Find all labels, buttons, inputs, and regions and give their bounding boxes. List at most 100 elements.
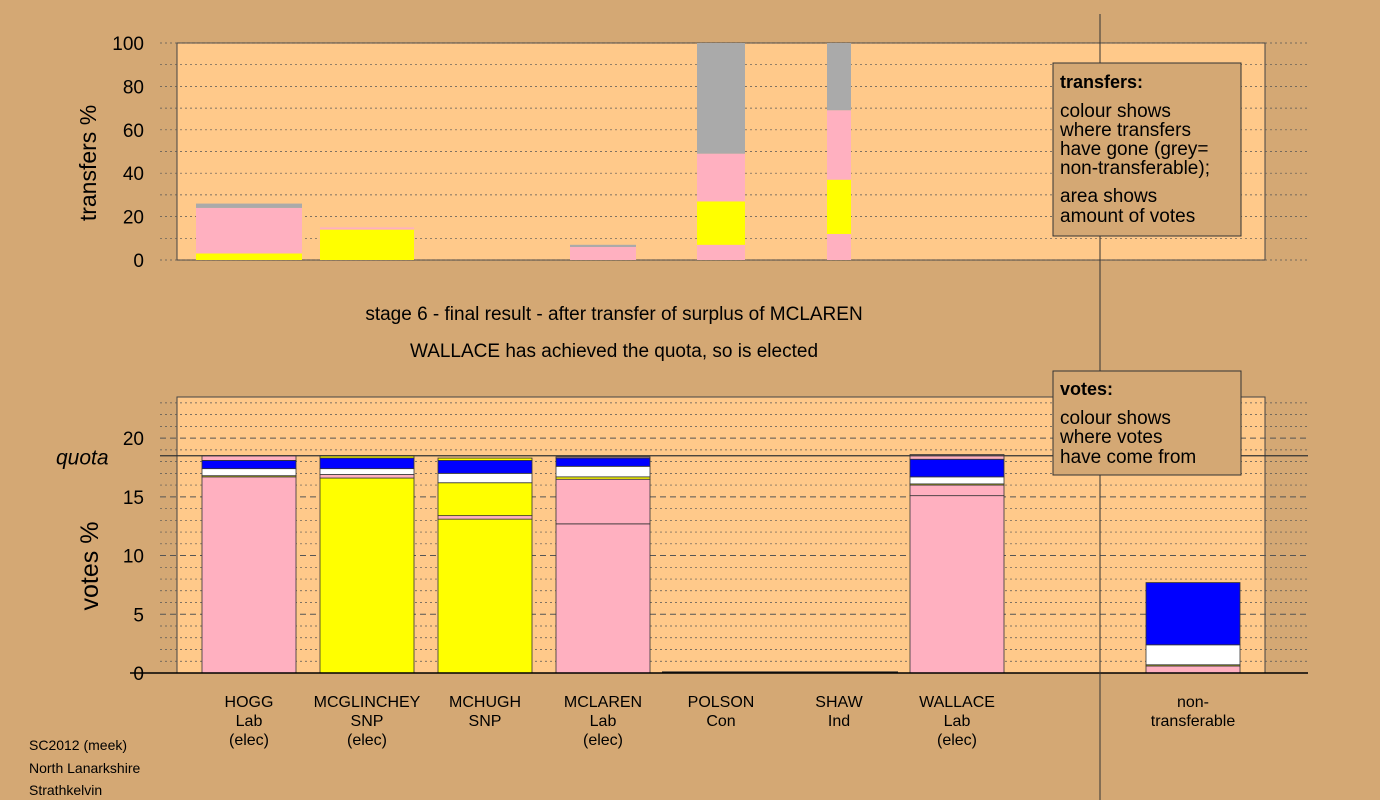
votes-segment bbox=[201, 476, 297, 674]
votes-segment bbox=[909, 458, 1005, 478]
transfers-y-tick-label: 20 bbox=[123, 208, 144, 229]
votes-segment bbox=[909, 454, 1005, 460]
candidate-label-line: MCHUGH bbox=[449, 694, 521, 711]
candidate-label-line: MCGLINCHEY bbox=[314, 694, 421, 711]
votes-segment bbox=[201, 455, 297, 461]
transfers-y-tick-label: 0 bbox=[133, 251, 144, 272]
transfers-legend-line: amount of votes bbox=[1060, 206, 1195, 227]
transfers-y-axis: 0 20 40 60 80 100 bbox=[112, 34, 144, 272]
votes-segment bbox=[1145, 582, 1241, 646]
footer-line: SC2012 (meek) bbox=[29, 737, 127, 753]
transfers-segment bbox=[697, 153, 745, 202]
transfers-bars bbox=[196, 43, 851, 260]
transfers-segment bbox=[827, 110, 851, 180]
transfers-legend-line: area shows bbox=[1060, 186, 1157, 207]
votes-segment bbox=[319, 474, 415, 479]
transfers-segment bbox=[697, 201, 745, 245]
votes-segment bbox=[437, 457, 533, 461]
votes-y-axis: 0 5 10 15 20 bbox=[123, 429, 144, 685]
candidate-label-line: Lab bbox=[944, 713, 971, 730]
transfers-legend-line: non-transferable); bbox=[1060, 158, 1210, 179]
votes-legend-line: colour shows bbox=[1060, 408, 1171, 429]
votes-legend-line: have come from bbox=[1060, 447, 1196, 468]
transfers-segment bbox=[320, 229, 414, 260]
votes-legend: votes: colour shows where votes have com… bbox=[1052, 370, 1242, 476]
transfers-y-axis-label: transfers % bbox=[75, 105, 101, 221]
votes-legend-title: votes: bbox=[1060, 379, 1113, 399]
candidate-label-line: SNP bbox=[469, 713, 502, 730]
transfers-segment bbox=[697, 244, 745, 260]
votes-panel: 0 5 10 15 20 quota votes % HOGG Lab (elec) MCGL… bbox=[56, 396, 1308, 749]
votes-segment bbox=[319, 457, 415, 470]
transfers-segment bbox=[196, 253, 302, 260]
candidate-label-line: Lab bbox=[590, 713, 617, 730]
transfers-legend-title: transfers: bbox=[1060, 72, 1143, 92]
footer-line: North Lanarkshire bbox=[29, 760, 140, 776]
candidate-label-line: Con bbox=[706, 713, 735, 730]
stage-title: stage 6 - final result - after transfer … bbox=[365, 304, 862, 325]
transfers-y-tick-label: 60 bbox=[123, 121, 144, 142]
transfers-legend: transfers: colour shows where transfers … bbox=[1052, 62, 1242, 237]
transfers-segment bbox=[827, 233, 851, 260]
votes-segment bbox=[555, 457, 651, 467]
candidate-label-line: HOGG bbox=[225, 694, 274, 711]
votes-segment bbox=[909, 484, 1005, 497]
footer-line: Strathkelvin bbox=[29, 782, 102, 798]
votes-segment bbox=[555, 456, 651, 459]
votes-y-tick-label: 10 bbox=[123, 547, 144, 568]
transfers-segment bbox=[827, 43, 851, 111]
candidate-label-line: transferable bbox=[1151, 713, 1236, 730]
votes-segment bbox=[319, 477, 415, 674]
votes-y-tick-label: 15 bbox=[123, 488, 144, 509]
transfers-legend-line: have gone (grey= bbox=[1060, 139, 1208, 160]
votes-segment bbox=[555, 478, 651, 525]
candidate-label-line: MCLAREN bbox=[564, 694, 642, 711]
transfers-segment bbox=[827, 179, 851, 234]
stage-subtitle: WALLACE has achieved the quota, so is el… bbox=[410, 341, 818, 362]
votes-segment bbox=[555, 523, 651, 674]
candidate-label-line: Lab bbox=[236, 713, 263, 730]
votes-segment bbox=[319, 468, 415, 475]
candidate-label-line: WALLACE bbox=[919, 694, 995, 711]
transfers-segment bbox=[570, 246, 636, 260]
votes-y-axis-label: votes % bbox=[76, 522, 104, 611]
quota-label: quota bbox=[56, 447, 109, 470]
votes-segment bbox=[201, 468, 297, 477]
votes-segment bbox=[437, 482, 533, 517]
votes-segment bbox=[909, 476, 1005, 485]
votes-segment bbox=[437, 515, 533, 520]
candidate-label-line: SHAW bbox=[815, 694, 863, 711]
transfers-y-tick-label: 100 bbox=[112, 34, 144, 55]
votes-segment bbox=[555, 465, 651, 478]
candidate-label-line: (elec) bbox=[229, 732, 269, 749]
votes-segment bbox=[1145, 665, 1241, 674]
transfers-legend-line: where transfers bbox=[1059, 120, 1191, 141]
transfers-segment bbox=[697, 43, 745, 154]
votes-segment bbox=[1145, 644, 1241, 666]
votes-segment bbox=[437, 472, 533, 484]
candidate-label-line: non- bbox=[1177, 694, 1209, 711]
votes-segment bbox=[201, 460, 297, 470]
candidate-label-line: (elec) bbox=[937, 732, 977, 749]
transfers-segment bbox=[570, 244, 636, 247]
votes-y-tick-label: 0 bbox=[133, 664, 144, 685]
votes-segment bbox=[437, 460, 533, 474]
votes-segment bbox=[437, 518, 533, 674]
candidate-labels: HOGG Lab (elec) MCGLINCHEY SNP (elec) MCHUGH SN… bbox=[225, 694, 1236, 749]
transfers-legend-line: colour shows bbox=[1060, 101, 1171, 122]
candidate-label-line: (elec) bbox=[583, 732, 623, 749]
transfers-segment bbox=[320, 227, 414, 230]
transfers-y-tick-label: 40 bbox=[123, 164, 144, 185]
votes-y-tick-label: 20 bbox=[123, 429, 144, 450]
votes-legend-line: where votes bbox=[1059, 427, 1162, 448]
candidate-label-line: POLSON bbox=[688, 694, 755, 711]
transfers-segment bbox=[196, 207, 302, 254]
candidate-label-line: SNP bbox=[351, 713, 384, 730]
votes-segment bbox=[909, 495, 1005, 674]
candidate-label-line: Ind bbox=[828, 713, 850, 730]
votes-y-tick-label: 5 bbox=[133, 605, 144, 626]
transfers-segment bbox=[196, 203, 302, 208]
candidate-label-line: (elec) bbox=[347, 732, 387, 749]
transfers-y-tick-label: 80 bbox=[123, 77, 144, 98]
